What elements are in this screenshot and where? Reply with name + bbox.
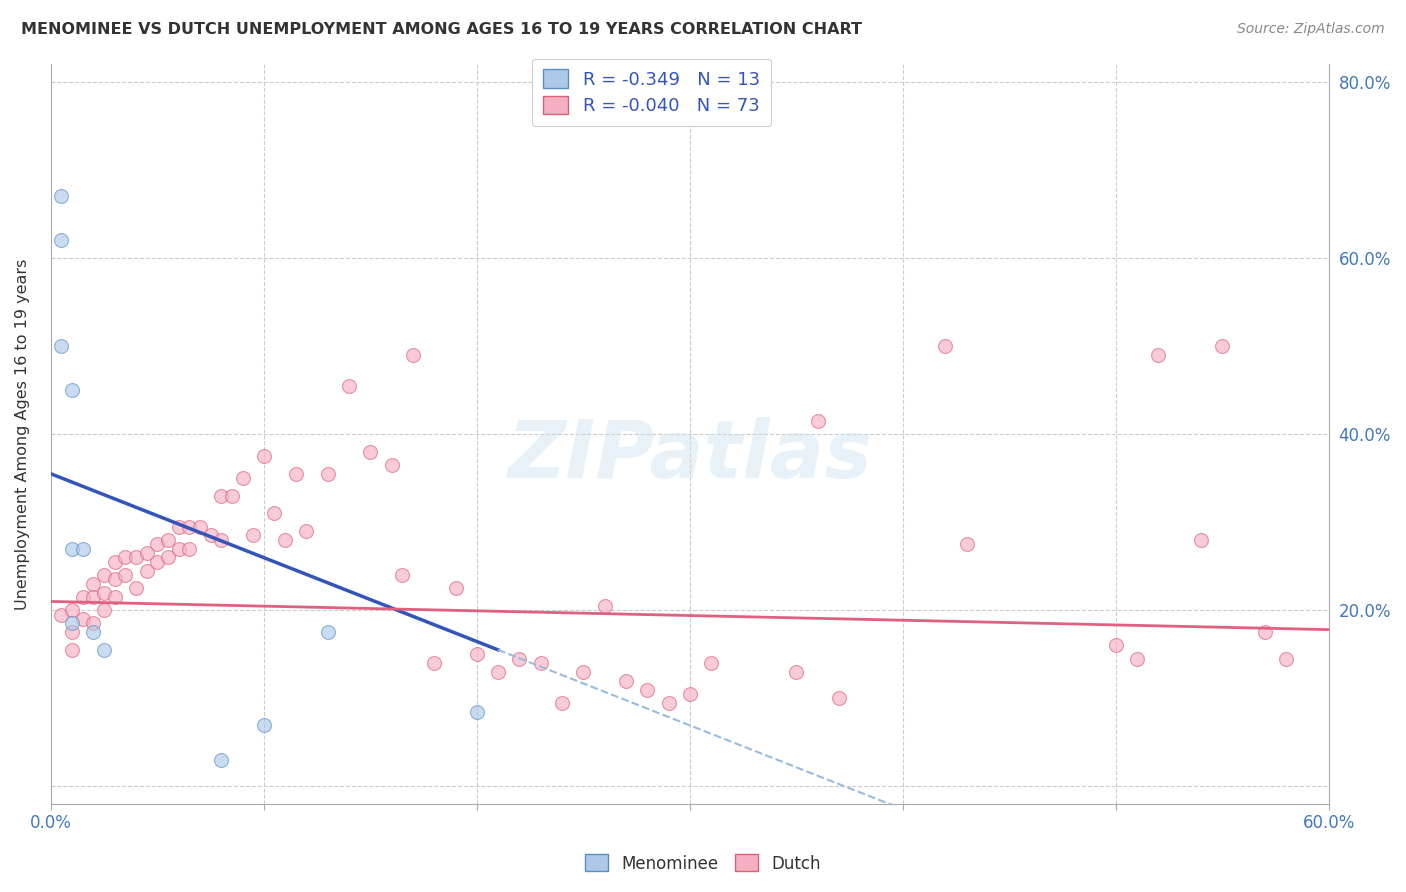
Point: [934, 339, 956, 353]
Point: [82, 577, 104, 591]
Point: [93, 643, 115, 657]
Point: [402, 348, 425, 362]
Point: [135, 564, 157, 578]
Point: [1126, 651, 1149, 665]
Point: [1147, 348, 1170, 362]
Point: [179, 541, 201, 556]
Point: [60, 603, 83, 617]
Text: ZIPatlas: ZIPatlas: [508, 417, 872, 495]
Point: [785, 665, 807, 679]
Point: [51, 607, 73, 622]
Point: [60, 625, 83, 640]
Point: [51, 189, 73, 203]
Point: [72, 612, 94, 626]
Legend: R = -0.349   N = 13, R = -0.040   N = 73: R = -0.349 N = 13, R = -0.040 N = 73: [533, 59, 770, 126]
Point: [167, 519, 190, 533]
Point: [1189, 533, 1212, 547]
Point: [572, 665, 595, 679]
Point: [530, 656, 553, 670]
Point: [242, 528, 264, 542]
Point: [209, 533, 232, 547]
Point: [93, 603, 115, 617]
Point: [316, 625, 339, 640]
Point: [679, 687, 702, 701]
Point: [1105, 639, 1128, 653]
Point: [114, 568, 136, 582]
Point: [636, 682, 658, 697]
Point: [253, 449, 276, 463]
Point: [465, 705, 488, 719]
Point: [82, 616, 104, 631]
Point: [423, 656, 446, 670]
Point: [82, 625, 104, 640]
Point: [614, 673, 637, 688]
Point: [104, 573, 127, 587]
Point: [381, 458, 404, 472]
Point: [221, 489, 243, 503]
Y-axis label: Unemployment Among Ages 16 to 19 years: Unemployment Among Ages 16 to 19 years: [15, 259, 30, 610]
Point: [60, 541, 83, 556]
Legend: Menominee, Dutch: Menominee, Dutch: [578, 847, 828, 880]
Point: [284, 467, 307, 481]
Point: [956, 537, 979, 551]
Point: [209, 753, 232, 767]
Point: [253, 717, 276, 731]
Point: [156, 550, 179, 565]
Point: [72, 590, 94, 604]
Point: [60, 616, 83, 631]
Point: [72, 541, 94, 556]
Point: [93, 585, 115, 599]
Point: [391, 568, 413, 582]
Point: [146, 555, 169, 569]
Point: [104, 555, 127, 569]
Point: [93, 568, 115, 582]
Point: [125, 581, 148, 595]
Point: [60, 643, 83, 657]
Point: [1254, 625, 1277, 640]
Point: [828, 691, 851, 706]
Point: [551, 696, 574, 710]
Point: [337, 378, 360, 392]
Point: [200, 528, 222, 542]
Point: [82, 590, 104, 604]
Point: [295, 524, 318, 538]
Point: [274, 533, 297, 547]
Point: [51, 339, 73, 353]
Point: [359, 444, 381, 458]
Point: [135, 546, 157, 560]
Point: [593, 599, 616, 613]
Point: [125, 550, 148, 565]
Point: [700, 656, 723, 670]
Point: [51, 234, 73, 248]
Point: [146, 537, 169, 551]
Point: [231, 471, 253, 485]
Text: Source: ZipAtlas.com: Source: ZipAtlas.com: [1237, 22, 1385, 37]
Point: [156, 533, 179, 547]
Point: [465, 648, 488, 662]
Point: [60, 383, 83, 397]
Point: [114, 550, 136, 565]
Point: [486, 665, 509, 679]
Point: [657, 696, 679, 710]
Point: [209, 489, 232, 503]
Point: [807, 414, 830, 428]
Point: [508, 651, 530, 665]
Text: MENOMINEE VS DUTCH UNEMPLOYMENT AMONG AGES 16 TO 19 YEARS CORRELATION CHART: MENOMINEE VS DUTCH UNEMPLOYMENT AMONG AG…: [21, 22, 862, 37]
Point: [263, 507, 285, 521]
Point: [1275, 651, 1298, 665]
Point: [316, 467, 339, 481]
Point: [104, 590, 127, 604]
Point: [167, 541, 190, 556]
Point: [1211, 339, 1233, 353]
Point: [444, 581, 467, 595]
Point: [188, 519, 211, 533]
Point: [179, 519, 201, 533]
